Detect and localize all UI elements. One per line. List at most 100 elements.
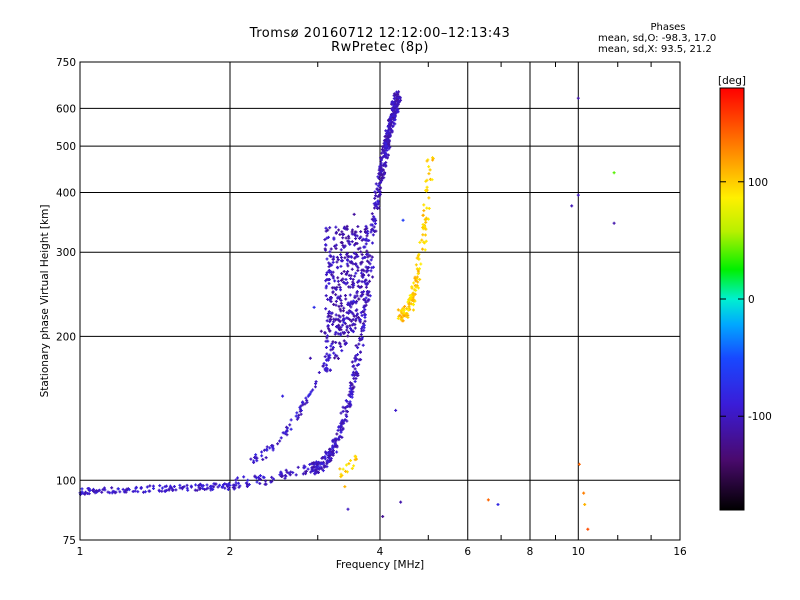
echo-point [351,318,355,322]
echo-point [330,273,334,277]
echo-point [380,151,384,155]
echo-point [106,490,110,494]
echo-point [195,488,199,492]
echo-point [355,308,359,312]
echo-point [349,300,353,304]
echo-point [380,169,384,173]
echo-point [344,236,348,240]
echo-point [377,172,381,176]
echo-point [353,367,357,371]
x-tick-label: 6 [464,546,471,558]
echo-point [384,146,388,150]
echo-point [356,315,360,319]
echo-point [324,226,328,230]
echo-point [354,354,358,358]
echo-point [339,240,343,244]
echo-point [370,223,374,227]
echo-point [356,346,360,350]
echo-point [424,216,428,220]
echo-point [366,255,370,259]
echo-point [334,225,338,229]
echo-point [349,305,353,309]
echo-point [80,487,84,491]
y-tick-label: 600 [56,103,76,115]
echo-point [387,147,391,151]
echo-point [378,167,382,171]
echo-point [409,302,413,306]
echo-point [237,485,241,489]
echo-point [87,492,91,496]
echo-point [421,225,425,229]
echo-point [334,299,338,303]
echo-point [311,388,315,392]
echo-point [427,172,431,176]
echo-point [577,462,581,466]
echo-point [368,262,372,266]
echo-point [234,478,238,482]
echo-point [418,240,422,244]
echo-point [372,225,376,229]
echo-point [323,450,327,454]
echo-point [414,279,418,283]
echo-point [347,309,351,313]
echo-point [344,282,348,286]
echo-point [323,238,327,242]
echo-point [314,468,318,472]
echo-point [365,249,369,253]
echo-point [299,412,303,416]
echo-point [260,450,264,454]
echo-point [356,279,360,283]
echo-point [291,471,295,475]
echo-point [341,318,345,322]
echo-point [428,168,432,172]
echo-point [284,425,288,429]
echo-point [336,356,340,360]
echo-point [398,313,402,317]
echo-point [336,295,340,299]
echo-point [284,468,288,472]
echo-point [393,93,397,97]
echo-point [345,328,349,332]
echo-point [399,317,403,321]
echo-point [320,456,324,460]
echo-point [369,230,373,234]
echo-point [340,230,344,234]
echo-point [189,485,193,489]
echo-point [285,470,289,474]
echo-point [279,470,283,474]
echo-point [394,408,398,412]
echo-point [348,381,352,385]
echo-point [261,475,265,479]
echo-point [345,226,349,230]
echo-point [427,165,431,169]
echo-point [370,266,374,270]
echo-point [341,420,345,424]
echo-point [336,258,340,262]
echo-point [364,224,368,228]
echo-point [381,173,385,177]
echo-point [390,108,394,112]
echo-point [234,483,238,487]
echo-point [348,324,352,328]
echo-point [388,115,392,119]
echo-point [395,106,399,110]
echo-point [236,476,240,480]
echo-point [113,491,117,495]
echo-point [421,213,425,217]
echo-point [422,209,426,213]
phase-stats-heading: Phases [650,22,686,33]
echo-point [206,486,210,490]
echo-point [136,490,140,494]
echo-point [322,361,326,365]
echo-point [325,257,329,261]
echo-point [376,184,380,188]
echo-point [353,359,357,363]
echo-point [249,457,253,461]
echo-point [131,489,135,493]
echo-point [424,220,428,224]
echo-point [342,320,346,324]
echo-point [317,371,321,375]
echo-point [392,97,396,101]
echo-point [392,106,396,110]
